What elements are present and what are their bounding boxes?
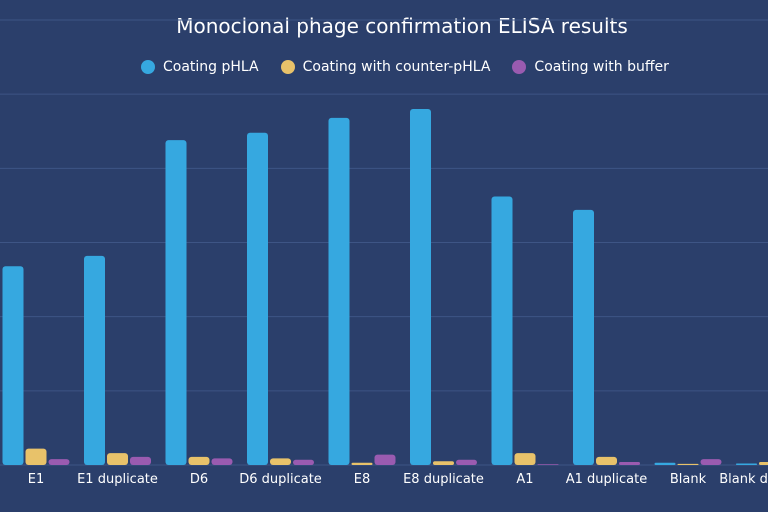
bar-3-e8-duplicate[interactable] — [456, 459, 477, 465]
x-tick-label: Blank duplicate — [719, 472, 768, 487]
legend-swatch-counter-phla — [280, 60, 295, 74]
grid-lines — [0, 19, 768, 466]
bar-1-e1-duplicate[interactable] — [84, 255, 105, 465]
bar-3-e8[interactable] — [374, 454, 396, 465]
legend-item-buffer[interactable]: Coating with buffer — [512, 59, 669, 75]
bar-1-e8-duplicate[interactable] — [410, 109, 431, 465]
bar-3-e1-duplicate[interactable] — [130, 456, 151, 465]
bar-1-d6-duplicate[interactable] — [247, 132, 268, 465]
chart-legend: Coating pHLA Coating with counter-pHLA C… — [141, 59, 691, 75]
legend-item-counter-phla[interactable]: Coating with counter-pHLA — [280, 59, 491, 75]
bar-2-d6[interactable] — [188, 456, 210, 465]
bar-1-a1-duplicate[interactable] — [573, 209, 594, 465]
x-tick-label: Blank — [670, 472, 707, 487]
bar-3-e1[interactable] — [48, 459, 70, 465]
bar-2-e1-duplicate[interactable] — [107, 453, 128, 465]
x-tick-label: A1 duplicate — [566, 472, 647, 487]
x-tick-label: D6 duplicate — [239, 472, 322, 487]
x-tick-label: E8 — [354, 472, 371, 487]
bar-3-a1-duplicate[interactable] — [619, 462, 640, 465]
bar-1-e1[interactable] — [2, 266, 24, 465]
bar-1-d6[interactable] — [165, 140, 187, 465]
bar-2-e8-duplicate[interactable] — [433, 461, 454, 465]
bar-3-blank[interactable] — [700, 459, 722, 465]
bar-2-blank-duplicate[interactable] — [759, 462, 768, 465]
bar-2-e8[interactable] — [351, 462, 373, 465]
legend-swatch-coating-phla — [141, 60, 155, 74]
bar-3-d6-duplicate[interactable] — [293, 459, 314, 465]
bar-2-d6-duplicate[interactable] — [270, 458, 291, 465]
bar-1-e8[interactable] — [328, 117, 350, 466]
bar-1-blank-duplicate[interactable] — [736, 463, 757, 465]
x-tick-label: E8 duplicate — [403, 472, 484, 487]
x-tick-label: E1 — [28, 472, 45, 487]
legend-label-buffer: Coating with buffer — [534, 59, 669, 75]
legend-label-counter-phla: Coating with counter-pHLA — [302, 59, 491, 75]
bar-1-a1[interactable] — [491, 196, 513, 465]
bar-1-blank[interactable] — [654, 462, 676, 465]
x-tick-label: A1 — [516, 472, 533, 487]
legend-swatch-buffer — [512, 60, 527, 74]
bar-3-d6[interactable] — [211, 458, 233, 465]
bar-2-a1[interactable] — [514, 453, 536, 465]
legend-item-coating-phla[interactable]: Coating pHLA — [141, 59, 259, 75]
bar-3-a1[interactable] — [537, 464, 559, 465]
chart-title: Monoclonal phage confirmation ELISA resu… — [176, 14, 628, 38]
bar-2-blank[interactable] — [677, 463, 699, 465]
x-tick-labels: E1 E1 duplicate D6 D6 duplicate E8 E8 duplica… — [28, 472, 768, 487]
bar-2-e1[interactable] — [25, 448, 47, 465]
x-tick-label: D6 — [190, 472, 208, 487]
x-tick-label: E1 duplicate — [77, 472, 158, 487]
bars — [2, 109, 768, 466]
legend-label-coating-phla: Coating pHLA — [163, 59, 259, 75]
bar-2-a1-duplicate[interactable] — [596, 456, 617, 465]
